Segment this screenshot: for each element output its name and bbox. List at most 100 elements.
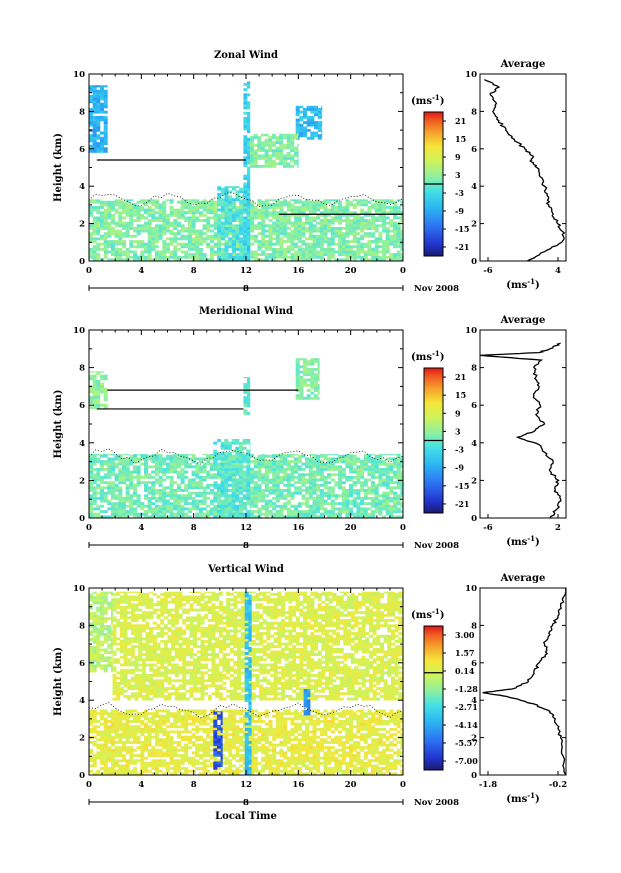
heatmap-cell bbox=[173, 720, 178, 723]
heatmap-cell bbox=[107, 211, 112, 215]
heatmap-cell bbox=[327, 512, 332, 516]
heatmap-cell bbox=[202, 240, 207, 243]
heatmap-cell bbox=[253, 486, 258, 490]
heatmap-cell bbox=[133, 468, 137, 471]
heatmap-cell bbox=[385, 502, 390, 506]
heatmap-cell bbox=[242, 245, 247, 249]
heatmap-cell bbox=[158, 203, 163, 207]
heatmap-cell bbox=[154, 199, 159, 202]
heatmap-cell bbox=[341, 473, 346, 477]
heatmap-cell bbox=[303, 365, 307, 369]
heatmap-cell bbox=[162, 468, 167, 471]
heatmap-cell bbox=[122, 250, 126, 254]
heatmap-cell bbox=[100, 97, 104, 101]
heatmap-cell bbox=[191, 483, 196, 487]
heatmap-cell bbox=[92, 478, 97, 482]
heatmap-cell bbox=[382, 499, 387, 503]
heatmap-cell bbox=[114, 759, 119, 763]
heatmap-cell bbox=[129, 507, 134, 511]
heatmap-cell bbox=[151, 211, 156, 215]
colorbar-tick-label: -15 bbox=[455, 224, 469, 234]
x-tick-label: 0 bbox=[86, 266, 92, 276]
heatmap-cell bbox=[89, 712, 93, 716]
heatmap-cell bbox=[290, 468, 295, 471]
heatmap-cell bbox=[136, 240, 141, 243]
heatmap-cell bbox=[374, 200, 379, 204]
heatmap-cell bbox=[330, 457, 335, 461]
heatmap-cell bbox=[282, 133, 287, 137]
heatmap-cell bbox=[176, 216, 181, 220]
heatmap-cell bbox=[227, 454, 232, 458]
heatmap-cell bbox=[316, 213, 321, 217]
heatmap-cell bbox=[249, 136, 254, 139]
heatmap-cell bbox=[92, 85, 97, 88]
heatmap-cell bbox=[246, 216, 251, 220]
heatmap-cell bbox=[378, 454, 383, 456]
heatmap-cell bbox=[319, 465, 324, 469]
heatmap-cell bbox=[122, 465, 126, 469]
heatmap-cell bbox=[92, 387, 97, 391]
heatmap-cell bbox=[133, 454, 137, 456]
heatmap-cell bbox=[294, 211, 299, 215]
heatmap-cell bbox=[238, 441, 243, 445]
heatmap-cell bbox=[349, 486, 354, 490]
heatmap-cell bbox=[250, 213, 255, 217]
heatmap-cell bbox=[249, 149, 254, 153]
heatmap-cell bbox=[272, 253, 277, 256]
heatmap-cell bbox=[165, 751, 170, 755]
heatmap-cell bbox=[169, 240, 174, 243]
heatmap-cell bbox=[385, 483, 390, 487]
heatmap-cell bbox=[247, 101, 251, 105]
heatmap-cell bbox=[224, 198, 229, 202]
heatmap-cell bbox=[283, 473, 288, 477]
heatmap-cell bbox=[154, 454, 159, 456]
heatmap-cell bbox=[107, 489, 112, 492]
heatmap-cell bbox=[154, 767, 159, 770]
heatmap-cell bbox=[264, 468, 269, 471]
heatmap-cell bbox=[103, 92, 108, 96]
heatmap-cell bbox=[249, 494, 251, 498]
heatmap-cell bbox=[271, 159, 276, 163]
heatmap-cell bbox=[96, 486, 101, 490]
heatmap-cell bbox=[271, 164, 276, 168]
heatmap-cell bbox=[147, 237, 152, 241]
heatmap-cell bbox=[305, 242, 310, 246]
heatmap-cell bbox=[238, 444, 243, 448]
heatmap-cell bbox=[286, 208, 291, 212]
heatmap-cell bbox=[133, 499, 137, 503]
heatmap-cell bbox=[327, 515, 332, 519]
heatmap-cell bbox=[374, 224, 379, 228]
heatmap-cell bbox=[158, 454, 163, 456]
heatmap-cell bbox=[169, 712, 174, 716]
heatmap-cell bbox=[162, 462, 167, 466]
heatmap-cell bbox=[180, 504, 185, 508]
heatmap-cell bbox=[100, 454, 104, 456]
heatmap-cell bbox=[140, 743, 145, 747]
heatmap-cell bbox=[286, 494, 291, 498]
heatmap-cell bbox=[308, 221, 313, 225]
heatmap-cell bbox=[176, 200, 181, 204]
heatmap-cell bbox=[310, 115, 315, 119]
boundary-layer-contour bbox=[88, 192, 404, 208]
heatmap-cell bbox=[136, 219, 141, 222]
heatmap-cell bbox=[356, 515, 361, 519]
heatmap-cell bbox=[122, 764, 126, 768]
heatmap-cell bbox=[360, 199, 365, 202]
heatmap-cell bbox=[169, 206, 174, 209]
heatmap-cell bbox=[238, 491, 243, 495]
heatmap-cell bbox=[301, 468, 306, 471]
heatmap-cell bbox=[352, 203, 357, 207]
heatmap-cell bbox=[396, 211, 401, 215]
heatmap-cell bbox=[122, 473, 126, 477]
heatmap-cell bbox=[107, 240, 112, 243]
heatmap-cell bbox=[147, 206, 152, 209]
heatmap-cell bbox=[103, 237, 108, 241]
heatmap-cell bbox=[125, 253, 130, 256]
heatmap-cell bbox=[187, 245, 192, 249]
heatmap-cell bbox=[162, 250, 167, 254]
heatmap-cell bbox=[385, 510, 390, 513]
heatmap-cell bbox=[180, 208, 185, 212]
heatmap-cell bbox=[306, 373, 311, 377]
heatmap-cell bbox=[334, 234, 339, 238]
heatmap-cell bbox=[360, 258, 365, 262]
